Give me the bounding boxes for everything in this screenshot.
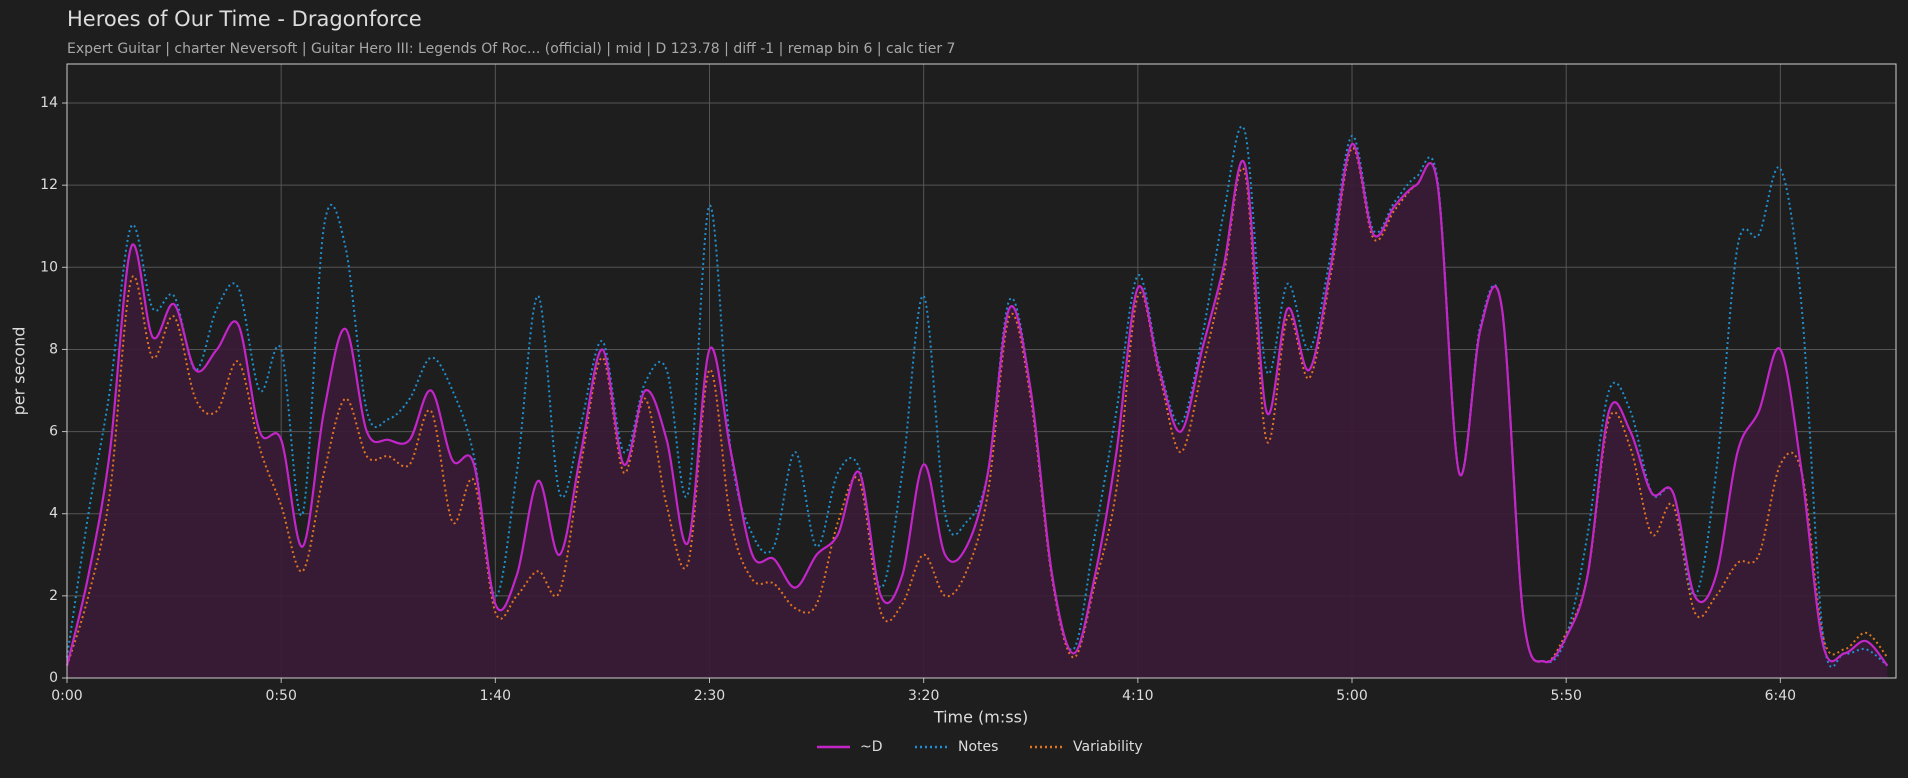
x-tick-label: 5:50 [1550, 688, 1581, 704]
y-tick-label: 14 [40, 95, 58, 111]
legend-label: ~D [860, 739, 883, 755]
x-axis-label: Time (m:ss) [933, 708, 1028, 727]
y-tick-label: 0 [49, 670, 58, 686]
series-line [65, 142, 1889, 667]
x-tick-label: 6:40 [1765, 688, 1796, 704]
x-tick-label: 1:40 [480, 688, 511, 704]
x-tick-label: 4:10 [1122, 688, 1153, 704]
x-tick-label: 3:20 [908, 688, 939, 704]
series-line [66, 147, 1889, 666]
area-fill [67, 143, 1888, 678]
y-tick-label: 10 [40, 259, 58, 275]
x-tick-label: 2:30 [694, 688, 725, 704]
legend-label: Variability [1073, 739, 1143, 755]
y-axis-label: per second [10, 327, 29, 416]
chart-subtitle: Expert Guitar | charter Neversoft | Guit… [67, 41, 955, 57]
series-line [66, 125, 1889, 668]
y-tick-label: 2 [49, 588, 58, 604]
x-tick-label: 5:00 [1336, 688, 1367, 704]
x-tick-label: 0:50 [265, 688, 296, 704]
plot-frame [66, 63, 1897, 679]
x-tick-label: 0:00 [51, 688, 82, 704]
y-tick-label: 4 [49, 506, 58, 522]
y-tick-label: 12 [40, 177, 58, 193]
y-tick-label: 8 [49, 341, 58, 357]
legend-label: Notes [958, 739, 998, 755]
y-tick-label: 6 [49, 424, 58, 440]
chart-title: Heroes of Our Time - Dragonforce [67, 7, 422, 31]
